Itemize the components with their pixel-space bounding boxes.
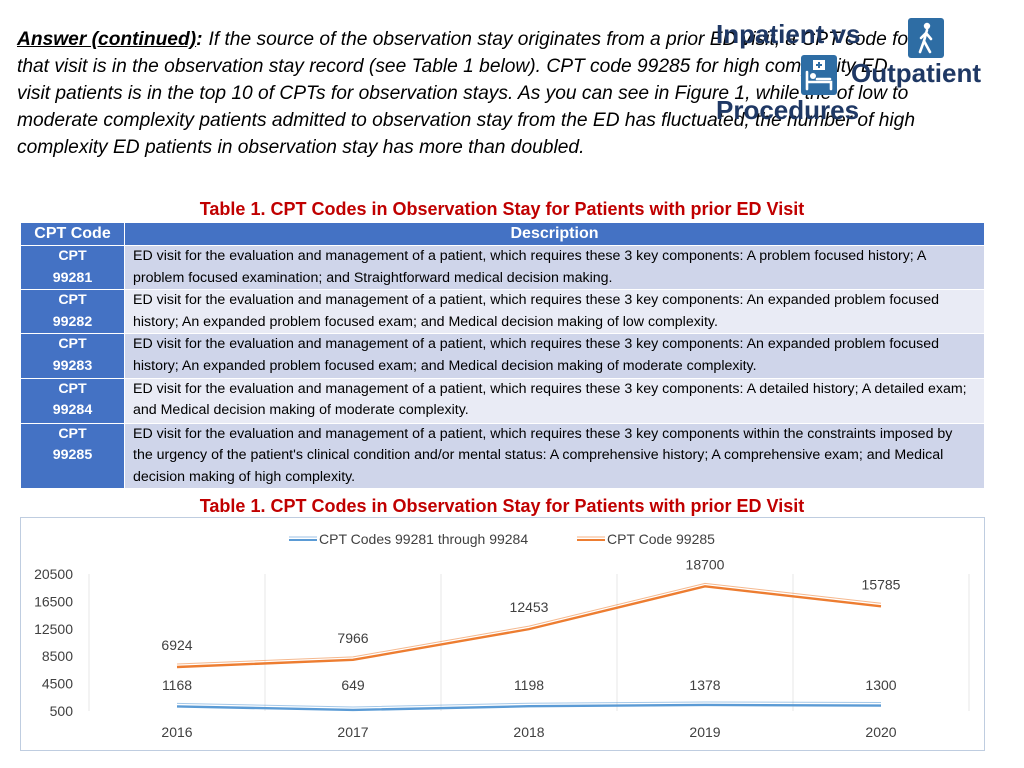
cpt-code-label: CPT: [58, 292, 87, 309]
data-label: 6924: [161, 637, 192, 653]
data-label: 1168: [162, 677, 192, 693]
walking-person-icon: [908, 18, 944, 58]
header-description: Description: [124, 222, 985, 246]
table-row: CPT 99282 ED visit for the evaluation and…: [20, 289, 985, 335]
series-line: [176, 582, 882, 665]
table-row: CPT 99284 ED visit for the evaluation and…: [20, 377, 985, 424]
cpt-description: ED visit for the evaluation and manageme…: [124, 422, 985, 490]
table-row: CPT 99281 ED visit for the evaluation and…: [20, 244, 985, 291]
cpt-description: ED visit for the evaluation and manageme…: [124, 244, 985, 291]
y-tick-label: 16500: [34, 593, 73, 609]
data-label: 1300: [865, 677, 896, 693]
cpt-code-cell: CPT 99282: [20, 289, 125, 335]
y-tick-label: 12500: [34, 621, 73, 637]
legend-label: CPT Code 99285: [607, 531, 715, 547]
table-row: CPT 99285 ED visit for the evaluation and…: [20, 422, 985, 490]
cpt-code-number: 99283: [52, 357, 93, 374]
legend-label: CPT Codes 99281 through 99284: [319, 531, 528, 547]
data-label: 15785: [862, 576, 901, 592]
y-tick-label: 500: [50, 703, 74, 719]
data-label: 1378: [689, 677, 720, 693]
intro-paragraph: Answer (continued): If the source of the …: [17, 26, 917, 161]
cpt-code-number: 99284: [52, 402, 93, 419]
cpt-code-label: CPT: [58, 425, 87, 442]
y-tick-label: 8500: [42, 648, 73, 664]
cpt-code-cell: CPT 99285: [20, 422, 125, 490]
cpt-code-cell: CPT 99283: [20, 333, 125, 379]
intro-text: If the source of the observation stay or…: [17, 29, 916, 159]
x-tick-label: 2016: [161, 724, 192, 740]
cpt-code-number: 99281: [52, 269, 93, 286]
header-line-inpatient: Inpatient vs: [716, 19, 861, 49]
y-tick-label: 20500: [34, 566, 73, 582]
cpt-description: ED visit for the evaluation and manageme…: [124, 377, 985, 424]
line-chart: 20500 16500 12500 8500 4500 500 2016 2017 2018 20…: [20, 517, 985, 751]
x-tick-label: 2017: [337, 724, 368, 740]
data-label: 649: [341, 677, 365, 693]
y-tick-label: 4500: [42, 676, 73, 692]
data-label: 12453: [510, 599, 549, 615]
x-tick-label: 2020: [865, 724, 896, 740]
series-line: [176, 701, 882, 708]
header-line-outpatient: Outpatient: [851, 58, 981, 88]
cpt-code-number: 99282: [52, 313, 93, 330]
table-caption: Table 1. CPT Codes in Observation Stay f…: [199, 199, 805, 219]
table-header-row: CPT Code Description: [20, 222, 985, 246]
chart-svg: 20500 16500 12500 8500 4500 500 2016 2017 2018 20…: [34, 531, 970, 740]
cpt-code-cell: CPT 99284: [20, 377, 125, 424]
cpt-description: ED visit for the evaluation and manageme…: [124, 333, 985, 379]
cpt-code-label: CPT: [58, 336, 87, 353]
data-label: 18700: [686, 556, 725, 572]
intro-lead: Answer (continued): [17, 29, 197, 50]
table-row: CPT 99283 ED visit for the evaluation and…: [20, 333, 985, 379]
series-line: [176, 703, 882, 712]
data-label: 1198: [514, 677, 544, 693]
x-tick-label: 2019: [689, 724, 720, 740]
hospital-bed-icon: [801, 55, 837, 95]
cpt-code-cell: CPT 99281: [20, 244, 125, 291]
cpt-description: ED visit for the evaluation and manageme…: [124, 289, 985, 335]
header-cpt-code: CPT Code: [20, 222, 125, 246]
intro-colon: :: [196, 29, 203, 50]
cpt-code-label: CPT: [58, 380, 87, 397]
cpt-code-number: 99285: [52, 447, 93, 464]
series-line: [176, 585, 882, 669]
data-label: 7966: [337, 630, 368, 646]
chart-caption: Table 1. CPT Codes in Observation Stay f…: [199, 496, 805, 516]
header-line-procedures: Procedures: [716, 95, 860, 125]
cpt-code-label: CPT: [58, 248, 87, 264]
cpt-table: CPT Code Description CPT 99281 ED visit f…: [20, 222, 985, 490]
x-tick-label: 2018: [513, 724, 544, 740]
